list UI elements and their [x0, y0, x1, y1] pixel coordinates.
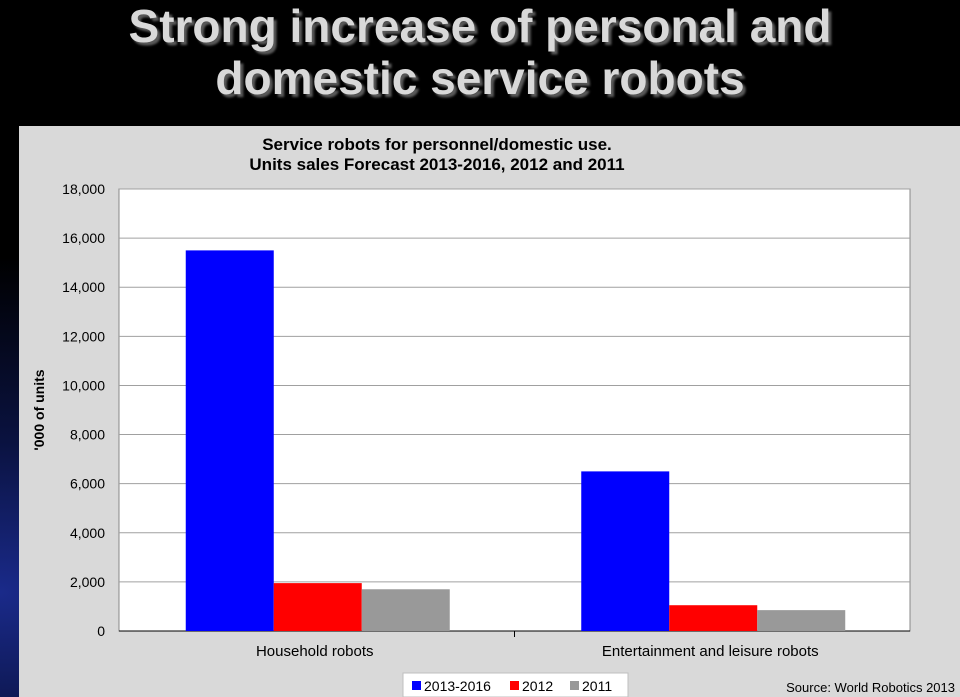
legend-swatch	[412, 681, 421, 690]
y-tick-label: 16,000	[62, 230, 105, 246]
y-tick-label: 10,000	[62, 377, 105, 393]
y-tick-label: 8,000	[70, 427, 105, 443]
legend-label: 2011	[582, 678, 612, 694]
y-tick-label: 6,000	[70, 476, 105, 492]
legend-swatch	[510, 681, 519, 690]
y-tick-label: 18,000	[62, 181, 105, 197]
slide-title-line-2: domestic service robots	[215, 52, 745, 104]
chart-title: Service robots for personnel/domestic us…	[262, 135, 612, 154]
bar	[757, 610, 846, 631]
slide-title: Strong increase of personal and domestic…	[0, 0, 960, 104]
chart-subtitle: Units sales Forecast 2013-2016, 2012 and…	[249, 155, 624, 174]
y-tick-label: 4,000	[70, 525, 105, 541]
bar	[185, 250, 274, 631]
x-tick-label: Entertainment and leisure robots	[602, 643, 819, 660]
bar	[361, 589, 450, 631]
x-tick-label: Household robots	[256, 643, 374, 660]
y-tick-label: 0	[97, 623, 105, 639]
y-tick-label: 2,000	[70, 574, 105, 590]
legend-label: 2012	[522, 678, 553, 694]
slide-title-line-1: Strong increase of personal and	[128, 0, 832, 52]
legend-label: 2013-2016	[424, 678, 491, 694]
bar	[273, 583, 362, 631]
source-note: Source: World Robotics 2013	[786, 680, 955, 695]
y-tick-label: 12,000	[62, 328, 105, 344]
bar	[669, 605, 758, 631]
y-axis-label: '000 of units	[31, 369, 47, 450]
y-tick-label: 14,000	[62, 279, 105, 295]
bar	[581, 471, 670, 631]
legend-swatch	[570, 681, 579, 690]
